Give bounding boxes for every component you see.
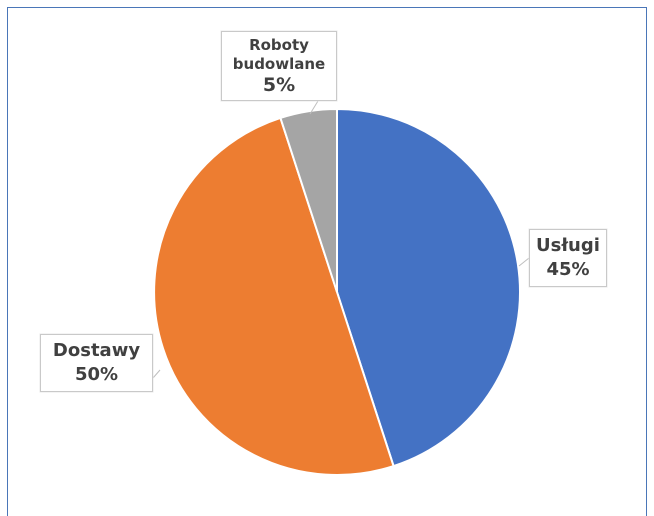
data-label-dostawy: Dostawy 50% [40,334,153,392]
leader-line-uslugi [518,257,530,267]
data-label-dostawy-name: Dostawy [52,340,141,361]
data-label-uslugi-percent: 45% [546,259,590,280]
leader-line-roboty [309,100,319,115]
data-label-roboty-budowlane: Roboty budowlane 5% [221,31,337,101]
pie-slice-dostawy [153,116,395,476]
data-label-roboty-line2: budowlane [232,55,326,73]
data-label-uslugi-name: Usługi [536,235,600,256]
data-label-uslugi: Usługi 45% [529,229,607,287]
leader-line-dostawy [152,369,161,379]
pie-slice-usługi [336,107,521,468]
data-label-dostawy-percent: 50% [74,364,119,385]
pie-slice-roboty-budowlane [279,107,338,293]
data-label-roboty-percent: 5% [262,74,296,96]
data-label-roboty-line1: Roboty [249,36,309,54]
